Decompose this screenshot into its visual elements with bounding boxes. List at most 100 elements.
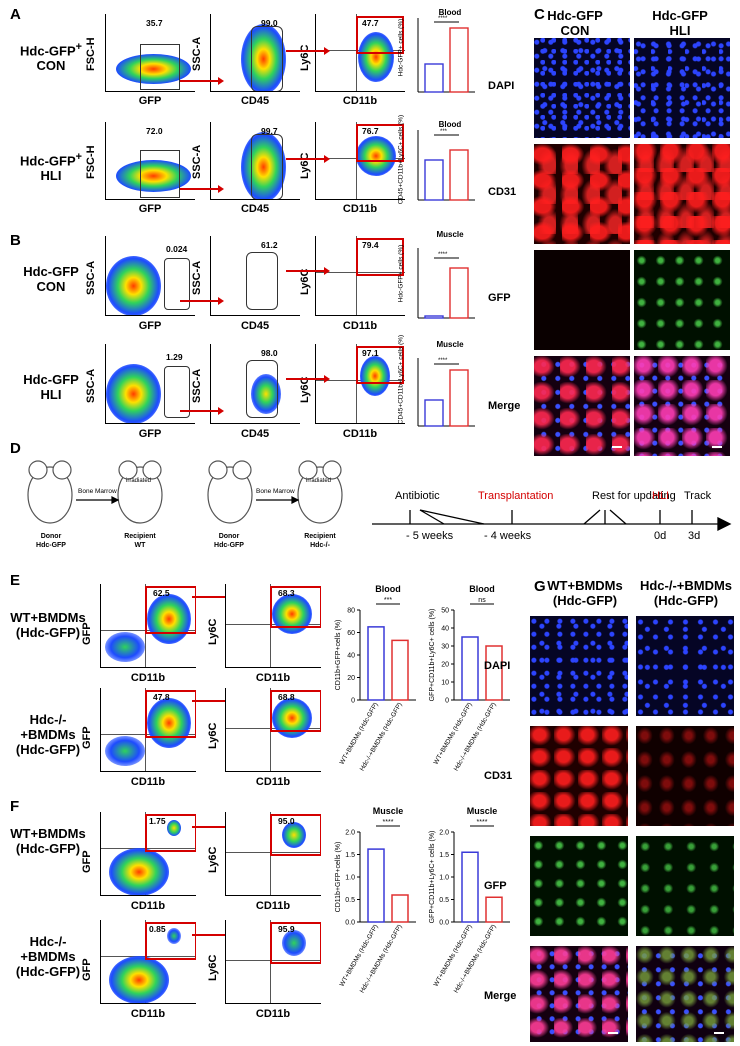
y-tick-label: 0 [351,698,355,705]
chart-title: Blood [438,8,462,17]
timeline-tick: - 4 weeks [484,530,532,542]
category-label: Hdc-/-+BMDMs (Hdc-GFP) [359,924,404,995]
bar [485,896,503,923]
col-header-g2: Hdc-/-+BMDMs (Hdc-GFP) [639,578,733,608]
y-tick-label: 60 [347,630,355,637]
col-header-g1: WT+BMDMs (Hdc-GFP) [547,578,623,608]
significance-label: *** [384,597,392,604]
y-tick-label: 0 [445,698,449,705]
y-tick-label: 0.5 [439,897,449,904]
row-label-gfp: GFP [484,880,507,892]
axis-ssc: SSC-A [191,260,203,295]
row-label-dapi: DAPI [484,660,511,672]
axis-fsc: FSC-H [85,37,97,71]
y-tick-label: 20 [441,662,449,669]
panel-label-f: F [10,798,20,815]
scale-bar [612,446,622,448]
scale-bar [712,446,722,448]
facs-plot-f2-ly6c: 95.9 [225,920,321,1004]
significance-label: **** [477,819,488,826]
facs-plot-e1-ly6c: 68.3 [225,584,321,668]
category-label: Hdc-/-+BMDMs (Hdc-GFP) [453,924,498,995]
timeline-event: HLI [652,490,670,502]
bar [367,848,385,923]
gating-arrow [286,155,330,163]
timeline-event: Antibiotic [395,490,440,502]
micrograph-c-dapi-hli [634,38,730,138]
row-label-gfp: GFP [488,292,511,304]
gating-arrow [180,297,224,305]
axis-ssc: SSC-A [191,36,203,71]
micrograph-g-dapi-wt [530,616,628,716]
micrograph-g-dapi-ko [636,616,734,716]
y-tick-label: 2.0 [345,830,355,837]
axis-cd11b: CD11b [255,1008,291,1020]
axis-gfp: GFP [138,428,162,440]
svg-text:***: *** [440,129,448,135]
y-tick-label: 40 [441,626,449,633]
axis-cd11b: CD11b [342,203,378,215]
bar [367,626,385,701]
row-label-dapi: DAPI [488,80,515,92]
timeline-event: Rest for updating [592,490,676,502]
row-label-e2: Hdc-/-+BMDMs (Hdc-GFP) [15,712,81,757]
svg-text:****: **** [438,358,448,364]
y-tick-label: 20 [347,675,355,682]
axis-fsc: FSC-H [85,145,97,179]
row-label-a1: Hdc-GFP+ CON [20,41,82,74]
micrograph-g-cd31-ko [636,726,734,826]
arrow-label: Bone Marrow [78,488,117,495]
axis-ly6c: Ly6C [207,846,219,874]
facs-plot-e2-gfp: 47.8 [100,688,196,772]
facs-plot-a2-gfp: 72.0 [105,122,195,200]
facs-plot-b1-cd45: 61.2 [210,236,300,316]
row-label-a2: Hdc-GFP+ HLI [20,151,82,184]
micrograph-c-gfp-con [534,250,630,350]
mouse-label-donor: Donor Hdc-GFP [214,533,244,549]
panel-label-c: C [534,6,545,23]
chart-title: Blood [438,120,462,129]
y-tick-label: 0.5 [345,897,355,904]
axis-gfp: GFP [81,622,93,645]
row-label-e1: WT+BMDMs (Hdc-GFP) [10,610,86,640]
col-header-c1: Hdc-GFP CON [547,8,603,38]
axis-cd45: CD45 [240,203,270,215]
y-tick-label: 0.0 [439,920,449,927]
row-label-cd31: CD31 [488,186,517,198]
y-axis-label: CD11b+GFP+cells (%) [335,842,342,913]
y-tick-label: 10 [441,680,449,687]
row-label-merge: Merge [488,400,521,412]
y-tick-label: 50 [441,608,449,615]
axis-cd11b: CD11b [130,776,166,788]
mouse-label-donor: Donor Hdc-GFP [36,533,66,549]
gating-arrow [180,407,224,415]
chart-title: Muscle [373,806,404,816]
micrograph-c-cd31-con [534,144,630,244]
gating-arrow [180,77,224,85]
chart-title: Blood [469,584,495,594]
facs-plot-a1-gfp: 35.7 [105,14,195,92]
bar [461,851,479,923]
axis-cd45: CD45 [240,428,270,440]
axis-ly6c: Ly6C [299,44,311,72]
row-label-b1: Hdc-GFP CON [23,264,79,294]
facs-plot-a2-cd45: 99.7 [210,122,300,200]
chart-ylabel: Hdc-GFP+ cells (%) [397,244,405,303]
irradiated-label: irradiated [306,478,332,484]
panel-label-d: D [10,440,21,457]
micrograph-g-merge-ko [636,946,734,1042]
facs-plot-f1-gfp: 1.75 [100,812,196,896]
axis-gfp: GFP [81,726,93,749]
panel-label-e: E [10,572,21,589]
axis-ly6c: Ly6C [299,152,311,180]
y-tick-label: 1.5 [345,852,355,859]
axis-gfp: GFP [138,203,162,215]
micrograph-g-cd31-wt [530,726,628,826]
micrograph-c-dapi-con [534,38,630,138]
gating-arrow [286,47,330,55]
axis-gfp: GFP [138,320,162,332]
axis-ssc: SSC-A [85,260,97,295]
chart-ylabel: CD45+CD11b+Ly6C+ cells (%) [397,334,405,425]
axis-ly6c: Ly6C [207,954,219,982]
y-axis-label: CD11b+GFP+cells (%) [335,620,342,691]
